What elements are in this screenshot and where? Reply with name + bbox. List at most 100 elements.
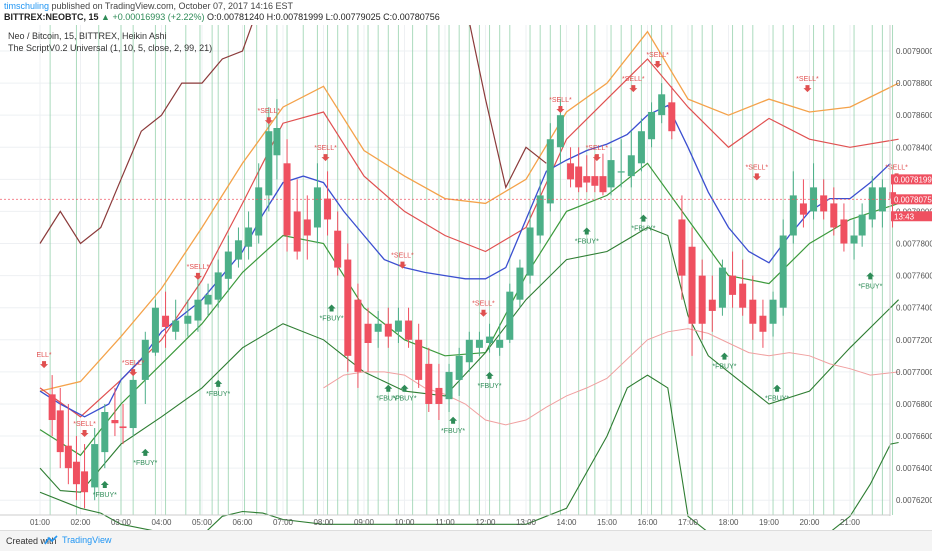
x-tick-label: 02:00 [70, 518, 91, 527]
sell-arrow-icon [556, 105, 565, 113]
candle-body [151, 307, 159, 353]
candle-body [91, 444, 99, 488]
symbol-name[interactable]: BITTREX:NEOBTC, 15 [4, 12, 99, 22]
candle-body [729, 275, 737, 295]
candle-body [698, 275, 706, 324]
candle-body [475, 339, 483, 348]
buy-signal-label: *FBUY* [712, 364, 736, 371]
indicator-legend[interactable]: The ScriptV0.2 Universal (1, 10, 5, clos… [8, 43, 213, 53]
candle-body [334, 230, 342, 268]
candle-body [599, 176, 607, 193]
candle-body [789, 195, 797, 236]
candle-down [591, 155, 599, 193]
candle-down [425, 347, 433, 412]
buy-signal-label: *FBUY* [133, 460, 157, 467]
sell-signal: *SELL* [122, 360, 145, 377]
candle-body [273, 128, 281, 156]
sell-arrow-icon [629, 85, 638, 93]
candle-body [234, 240, 242, 260]
buy-signal-label: *FBUY* [631, 226, 655, 233]
price-label-box [891, 211, 932, 222]
candle-body [546, 139, 554, 204]
candle-body [658, 94, 666, 116]
candle-body [129, 379, 137, 429]
sell-signal-label: *SELL* [746, 164, 769, 171]
candle-up [455, 347, 463, 396]
price-axis-label: 0.00780756 [891, 194, 932, 205]
buy-signal: *FBUY* [765, 384, 789, 403]
candle-up [648, 102, 656, 148]
candle-up [374, 310, 382, 348]
candle-body [374, 323, 382, 332]
candle-body [688, 246, 696, 324]
candle-up [850, 219, 858, 260]
candle-down [688, 227, 696, 356]
indicator-line-upper-orange [39, 30, 899, 392]
candle-down [48, 375, 56, 437]
buy-signal: *FBUY* [206, 379, 231, 398]
buy-signal: *FBUY* [858, 272, 883, 290]
x-tick-label: 14:00 [556, 518, 577, 527]
candle-up [91, 428, 99, 501]
x-tick-label: 20:00 [799, 518, 820, 527]
candle-down [111, 387, 119, 437]
buy-arrow-icon [639, 214, 648, 222]
candle-body [759, 315, 767, 332]
buy-signal: *FBUY* [575, 227, 599, 245]
x-tick-label: 13:00 [516, 518, 537, 527]
sell-signal-label: *SELL* [187, 264, 210, 271]
candle-body [607, 160, 615, 188]
sell-arrow-icon [803, 85, 812, 93]
candle-down [344, 243, 352, 372]
candle-down [698, 259, 706, 340]
x-tick-label: 06:00 [232, 518, 253, 527]
sell-arrow-icon [653, 61, 662, 69]
sell-signal-label: *SELL* [549, 97, 572, 104]
candle-body [56, 410, 64, 453]
candle-body [668, 102, 676, 132]
x-tick-label: 09:00 [354, 518, 375, 527]
sell-signal: *SELL* [796, 76, 819, 93]
main-series-legend[interactable]: Neo / Bitcoin, 15, BITTREX, Heikin Ashi [8, 31, 167, 41]
candle-body [617, 171, 625, 173]
published-text: published on TradingView.com, October 07… [51, 1, 294, 11]
candle-up [445, 363, 453, 412]
sell-signal: *SELL* [187, 264, 210, 280]
candle-up [184, 299, 192, 337]
buy-signal: *FBUY* [93, 480, 117, 499]
candle-body [779, 235, 787, 308]
candle-body [506, 291, 514, 340]
candle-body [72, 461, 80, 485]
candle-up [486, 323, 494, 353]
candle-body [204, 294, 212, 305]
candle-down [324, 171, 332, 236]
x-tick-label: 11:00 [435, 518, 455, 527]
candle-body [526, 227, 534, 276]
candle-down [293, 179, 301, 260]
footer-bar: Created with TradingView [0, 530, 932, 551]
sell-signal: *SELL* [586, 145, 608, 162]
candle-body [799, 203, 807, 215]
price-chart[interactable]: ELL* *SELL* *SELL* *SELL* *SELL* *SELL* *SELL*… [0, 25, 932, 530]
price-axis-label: 0.00781999 [891, 174, 932, 185]
author-link[interactable]: timschuling [4, 1, 50, 11]
sell-arrow-icon [40, 361, 49, 369]
sell-signal-label: *SELL* [122, 360, 145, 367]
sell-signal-label: *SELL* [314, 145, 337, 152]
sell-arrow-icon [321, 154, 330, 162]
sell-signal: *SELL* [73, 421, 96, 438]
candle-body [627, 155, 635, 177]
buy-signal: *FBUY* [631, 214, 656, 233]
candle-up [607, 147, 615, 196]
candle-up [475, 331, 483, 356]
x-tick-label: 04:00 [151, 518, 172, 527]
candle-body [184, 315, 192, 324]
candle-up [255, 163, 263, 244]
x-tick-label: 15:00 [597, 518, 618, 527]
tradingview-brand[interactable]: TradingView [62, 535, 112, 545]
candle-body [840, 219, 848, 244]
sell-signal-label: ELL* [36, 352, 51, 359]
